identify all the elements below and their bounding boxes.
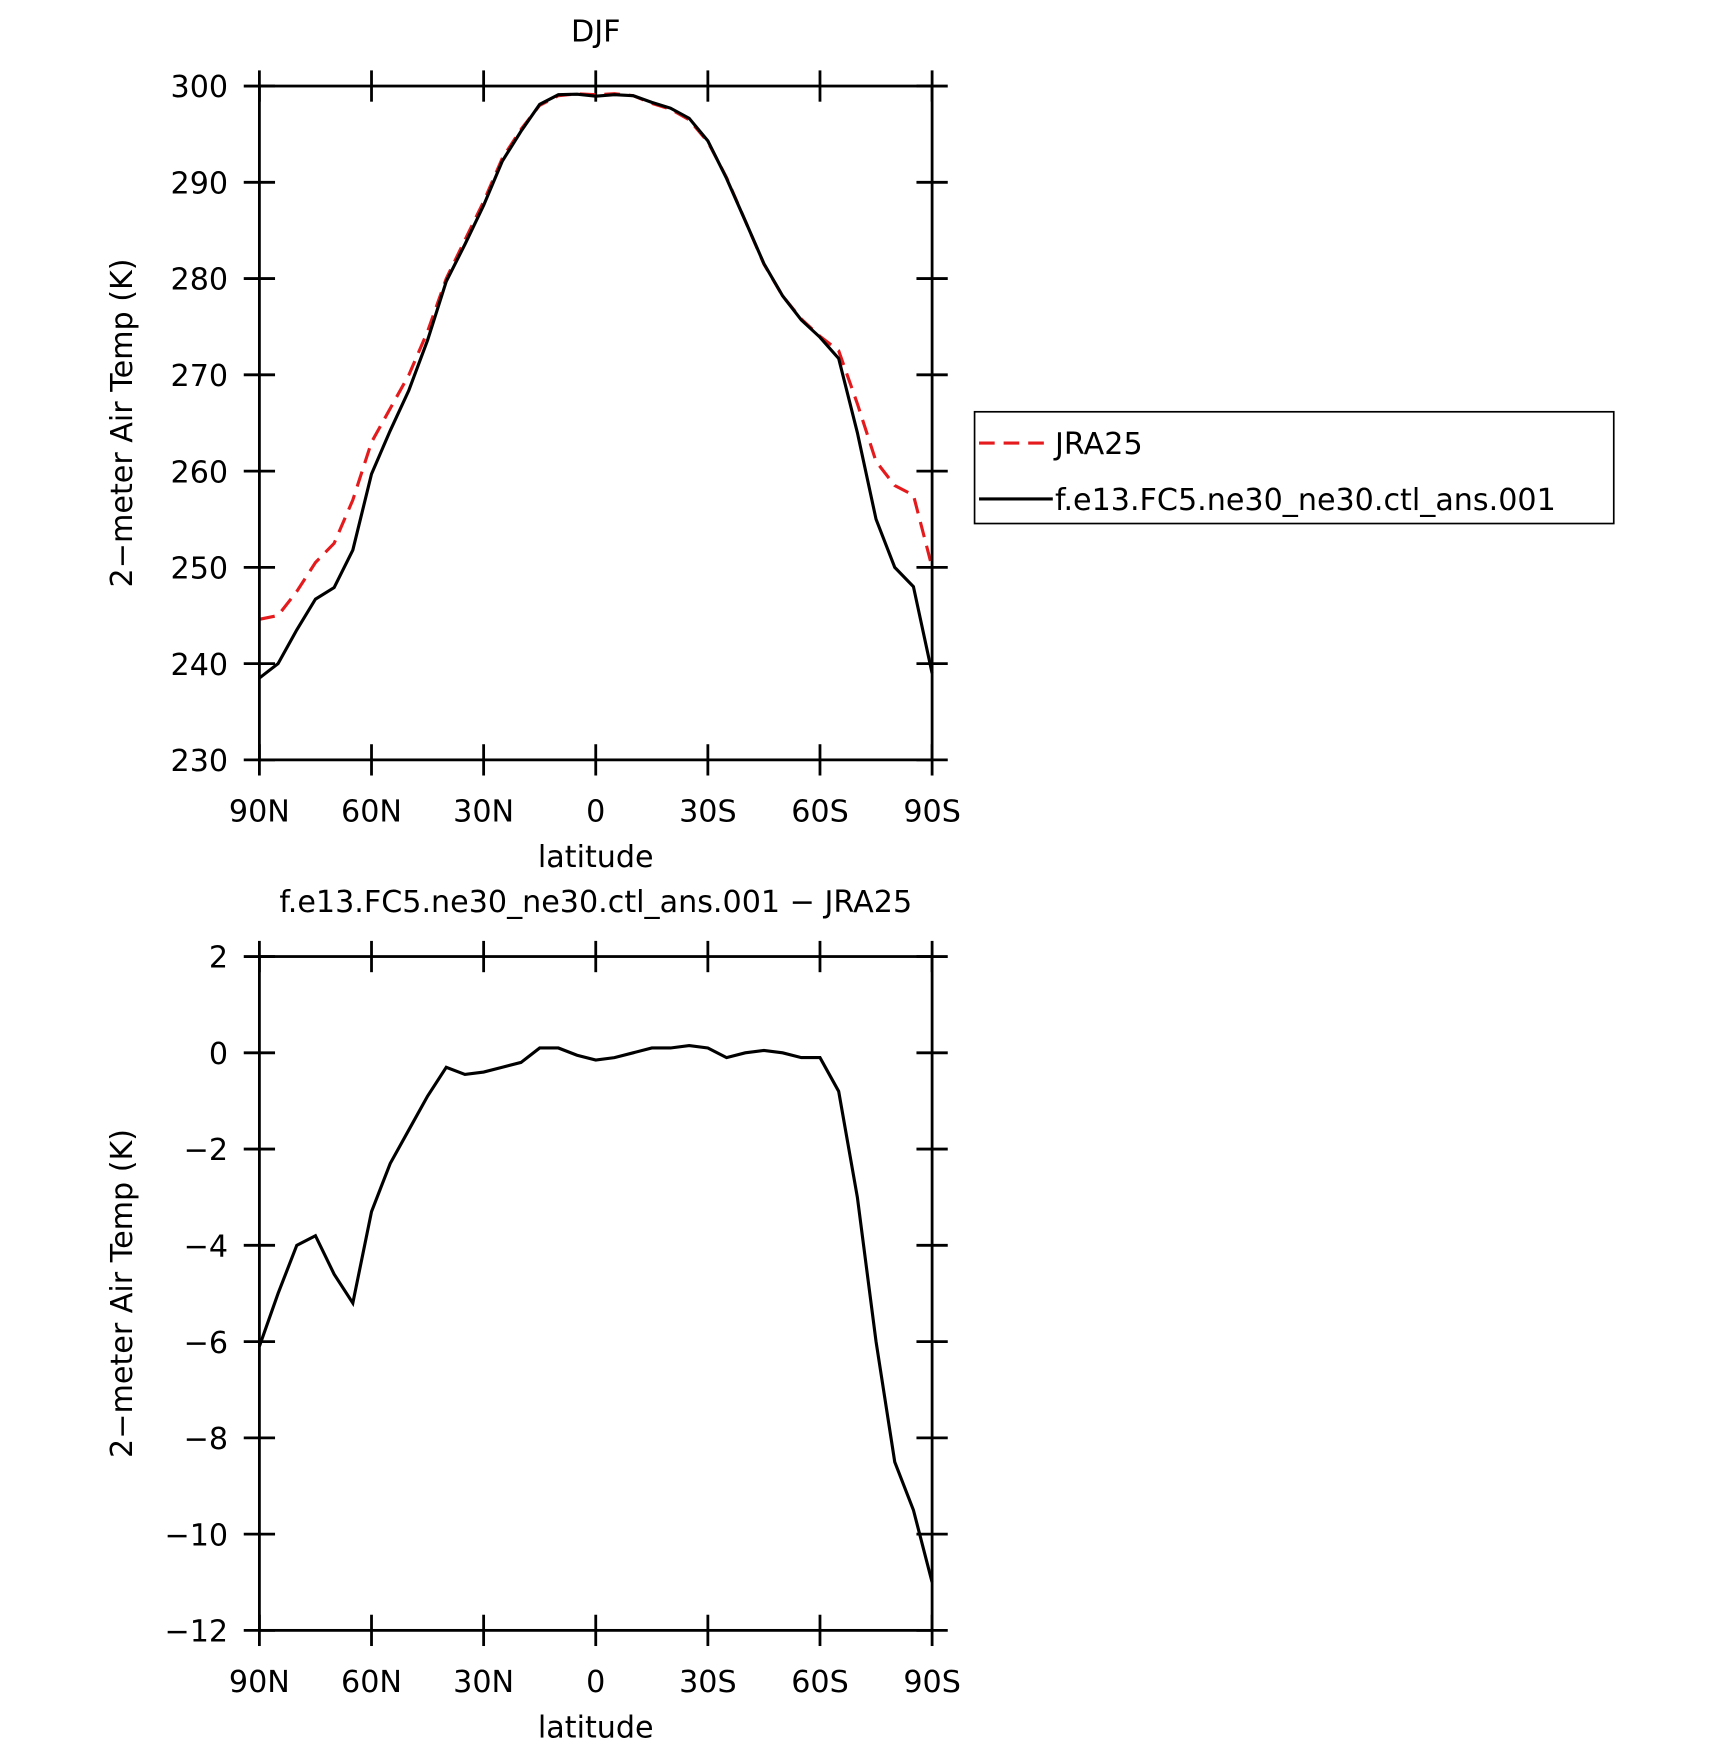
x-tick-label: 0: [586, 794, 605, 829]
legend-label: f.e13.FC5.ne30_ne30.ctl_ans.001: [1055, 483, 1556, 518]
y-tick-label: −4: [184, 1230, 228, 1265]
y-tick-label: 260: [171, 455, 229, 490]
x-tick-label: 60N: [341, 794, 402, 829]
y-axis-label: 2−meter Air Temp (K): [105, 258, 140, 587]
y-tick-label: 0: [209, 1037, 228, 1072]
y-axis-label: 2−meter Air Temp (K): [105, 1129, 140, 1458]
chart-title: DJF: [571, 14, 620, 49]
x-tick-label: 90S: [903, 794, 961, 829]
y-tick-label: −6: [184, 1326, 228, 1361]
x-tick-label: 90S: [903, 1665, 961, 1700]
x-tick-label: 90N: [229, 1665, 290, 1700]
x-axis-label: latitude: [538, 840, 654, 875]
y-tick-label: 290: [171, 166, 229, 201]
series-line: [259, 92, 934, 621]
y-tick-label: −2: [184, 1133, 228, 1168]
legend-box: [973, 410, 1615, 525]
x-tick-label: 30N: [453, 794, 514, 829]
y-tick-label: 300: [171, 70, 229, 105]
y-tick-label: −8: [184, 1422, 228, 1457]
y-tick-label: −10: [164, 1518, 228, 1553]
x-tick-label: 30S: [679, 794, 737, 829]
plot-frame: [257, 84, 934, 762]
y-tick-label: 240: [171, 648, 229, 683]
series-line: [258, 92, 934, 680]
y-tick-label: 2: [209, 941, 228, 976]
legend-label: JRA25: [1053, 427, 1143, 462]
series-line: [257, 1044, 934, 1583]
y-tick-label: 270: [171, 359, 229, 394]
x-tick-label: 30N: [453, 1665, 514, 1700]
y-tick-label: 250: [171, 552, 229, 587]
y-tick-label: 230: [171, 744, 229, 779]
x-tick-label: 60S: [791, 794, 849, 829]
x-tick-label: 60N: [341, 1665, 402, 1700]
x-tick-label: 0: [586, 1665, 605, 1700]
chart-title: f.e13.FC5.ne30_ne30.ctl_ans.001 − JRA25: [279, 885, 912, 920]
x-tick-label: 30S: [679, 1665, 737, 1700]
x-tick-label: 90N: [229, 794, 290, 829]
y-tick-label: −12: [164, 1615, 228, 1650]
x-tick-label: 60S: [791, 1665, 849, 1700]
plot-frame: [257, 955, 934, 1632]
x-axis-label: latitude: [538, 1711, 654, 1741]
y-tick-label: 280: [171, 263, 229, 298]
